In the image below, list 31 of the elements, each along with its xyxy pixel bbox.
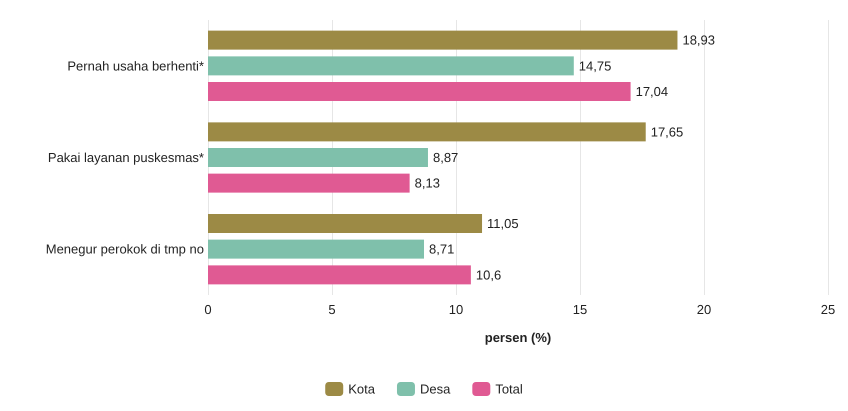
bar [208,82,631,101]
legend-label: Kota [348,382,376,396]
x-tick-label: 20 [696,302,712,317]
data-label: 18,93 [682,32,716,48]
data-label: 14,75 [578,58,612,74]
bar [208,148,428,167]
data-label: 8,13 [414,176,440,191]
x-tick-label: 15 [572,302,588,317]
data-label: 17,04 [636,84,668,99]
y-tick-label: Pakai layanan puskesmas* [48,150,204,165]
bar [208,122,646,142]
x-tick-label: 10 [448,302,464,317]
data-label: 8,87 [432,150,458,165]
x-axis-title: persen (%) [484,330,552,345]
data-label: 11,05 [487,216,519,232]
bar [208,174,410,193]
bar [208,214,482,234]
data-label: 17,65 [650,124,684,140]
bar [208,265,471,284]
y-tick-label: Menegur perokok di tmp no [46,242,204,257]
x-tick-label: 0 [204,302,212,317]
legend-label: Desa [420,382,452,396]
data-label: 8,71 [429,242,454,257]
x-tick-label: 5 [328,302,336,317]
x-tick-label: 25 [820,302,836,317]
bar [208,240,424,259]
bar [208,30,678,50]
y-tick-label: Pernah usaha berhenti* [67,58,204,74]
data-label: 10,6 [476,267,502,282]
bar [208,56,574,76]
legend-label: Total [495,382,523,396]
